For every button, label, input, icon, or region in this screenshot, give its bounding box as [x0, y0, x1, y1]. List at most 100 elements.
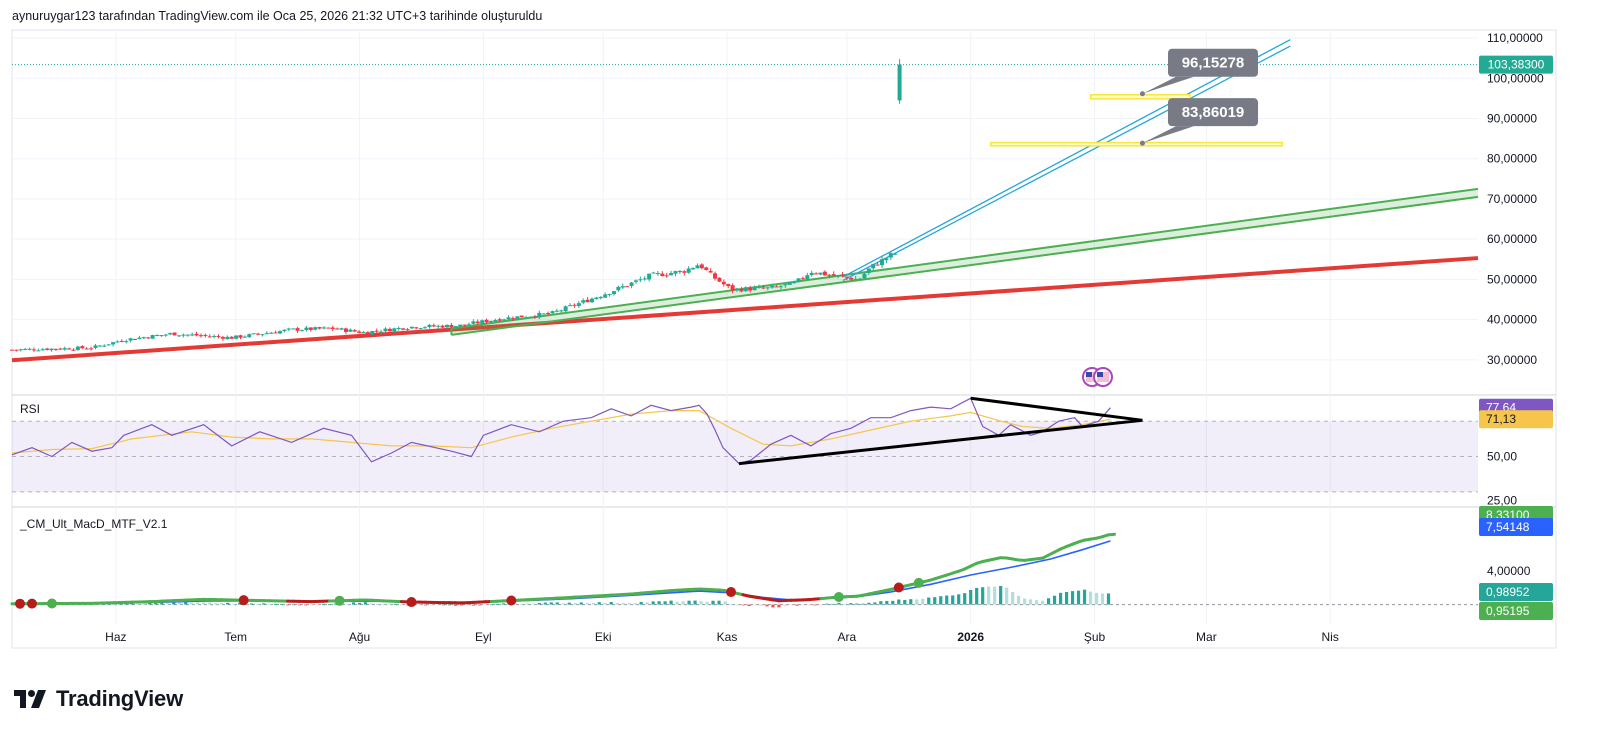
candle[interactable]	[642, 278, 647, 280]
candle[interactable]	[225, 336, 230, 340]
candle[interactable]	[638, 279, 643, 281]
candle[interactable]	[445, 324, 450, 328]
candle[interactable]	[357, 331, 362, 333]
macd-cross-marker[interactable]	[238, 595, 249, 606]
candle[interactable]	[743, 287, 748, 292]
candle[interactable]	[554, 310, 559, 312]
candle[interactable]	[458, 324, 463, 327]
candle[interactable]	[242, 336, 247, 338]
candle[interactable]	[260, 334, 265, 336]
candle[interactable]	[313, 327, 318, 330]
candle[interactable]	[726, 283, 731, 287]
candle[interactable]	[858, 278, 863, 280]
candle[interactable]	[220, 336, 225, 339]
candle[interactable]	[691, 267, 696, 270]
candle[interactable]	[234, 335, 239, 339]
candle[interactable]	[497, 319, 502, 321]
candle[interactable]	[655, 273, 660, 275]
candle[interactable]	[203, 334, 208, 336]
rsi-triangle-upper[interactable]	[970, 396, 1143, 422]
candle[interactable]	[488, 320, 493, 323]
candle[interactable]	[581, 300, 586, 303]
green-channel-upper[interactable]	[451, 187, 1479, 330]
candle[interactable]	[84, 348, 89, 350]
candle[interactable]	[664, 275, 669, 277]
candle[interactable]	[699, 264, 704, 269]
candle[interactable]	[343, 328, 348, 332]
candle[interactable]	[159, 335, 164, 337]
candle[interactable]	[853, 278, 858, 280]
candle[interactable]	[414, 327, 419, 329]
yellow-zone[interactable]	[1089, 94, 1192, 100]
candle[interactable]	[559, 310, 564, 312]
candle[interactable]	[23, 348, 28, 350]
candle[interactable]	[809, 272, 814, 276]
candle[interactable]	[374, 330, 379, 332]
candle[interactable]	[431, 325, 436, 327]
candle[interactable]	[515, 316, 520, 320]
candle[interactable]	[304, 327, 309, 331]
candle[interactable]	[18, 349, 23, 351]
candle[interactable]	[172, 332, 177, 336]
candle[interactable]	[80, 346, 85, 349]
candle[interactable]	[212, 335, 217, 337]
candle[interactable]	[418, 328, 423, 330]
candle[interactable]	[291, 328, 296, 330]
candle[interactable]	[216, 336, 221, 338]
candle[interactable]	[471, 321, 476, 324]
candle[interactable]	[89, 348, 94, 350]
candle[interactable]	[884, 258, 889, 261]
candle[interactable]	[598, 296, 603, 299]
candle[interactable]	[229, 336, 234, 339]
candle[interactable]	[409, 326, 414, 329]
candle[interactable]	[528, 316, 533, 318]
candle[interactable]	[805, 275, 810, 280]
candle[interactable]	[36, 350, 41, 352]
candle[interactable]	[594, 297, 599, 300]
candle[interactable]	[453, 326, 458, 328]
candle[interactable]	[137, 337, 142, 340]
candle[interactable]	[880, 259, 885, 266]
candle[interactable]	[519, 315, 524, 318]
candle[interactable]	[849, 277, 854, 280]
macd-cross-marker[interactable]	[406, 597, 417, 608]
candle[interactable]	[735, 288, 740, 290]
candle[interactable]	[247, 334, 252, 338]
macd-cross-marker[interactable]	[26, 598, 37, 609]
green-channel-lower[interactable]	[451, 195, 1479, 336]
candle[interactable]	[510, 318, 515, 320]
candle[interactable]	[475, 321, 480, 324]
candle[interactable]	[669, 272, 674, 276]
candle[interactable]	[765, 287, 770, 289]
candle[interactable]	[532, 316, 537, 318]
candle[interactable]	[792, 282, 797, 284]
candle[interactable]	[730, 285, 735, 291]
candle[interactable]	[348, 329, 353, 332]
candle[interactable]	[871, 264, 876, 269]
candle[interactable]	[748, 287, 753, 291]
candle[interactable]	[168, 333, 173, 335]
candle[interactable]	[695, 265, 700, 269]
candle[interactable]	[550, 311, 555, 314]
candle[interactable]	[836, 275, 841, 277]
candle[interactable]	[546, 313, 551, 315]
candle[interactable]	[124, 341, 129, 343]
candle[interactable]	[62, 348, 67, 350]
candle[interactable]	[462, 324, 467, 326]
candle[interactable]	[827, 274, 832, 276]
candle[interactable]	[181, 334, 186, 336]
candle[interactable]	[770, 285, 775, 288]
candle[interactable]	[194, 333, 199, 336]
candle[interactable]	[163, 334, 168, 336]
candle[interactable]	[717, 277, 722, 282]
candle[interactable]	[119, 341, 124, 343]
yellow-zone[interactable]	[989, 141, 1284, 147]
candle[interactable]	[238, 335, 243, 338]
candle[interactable]	[893, 253, 898, 255]
candle[interactable]	[295, 328, 300, 331]
price-callout[interactable]	[1168, 48, 1258, 77]
candle[interactable]	[633, 280, 638, 282]
macd-cross-marker[interactable]	[833, 591, 844, 602]
candle[interactable]	[739, 288, 744, 292]
